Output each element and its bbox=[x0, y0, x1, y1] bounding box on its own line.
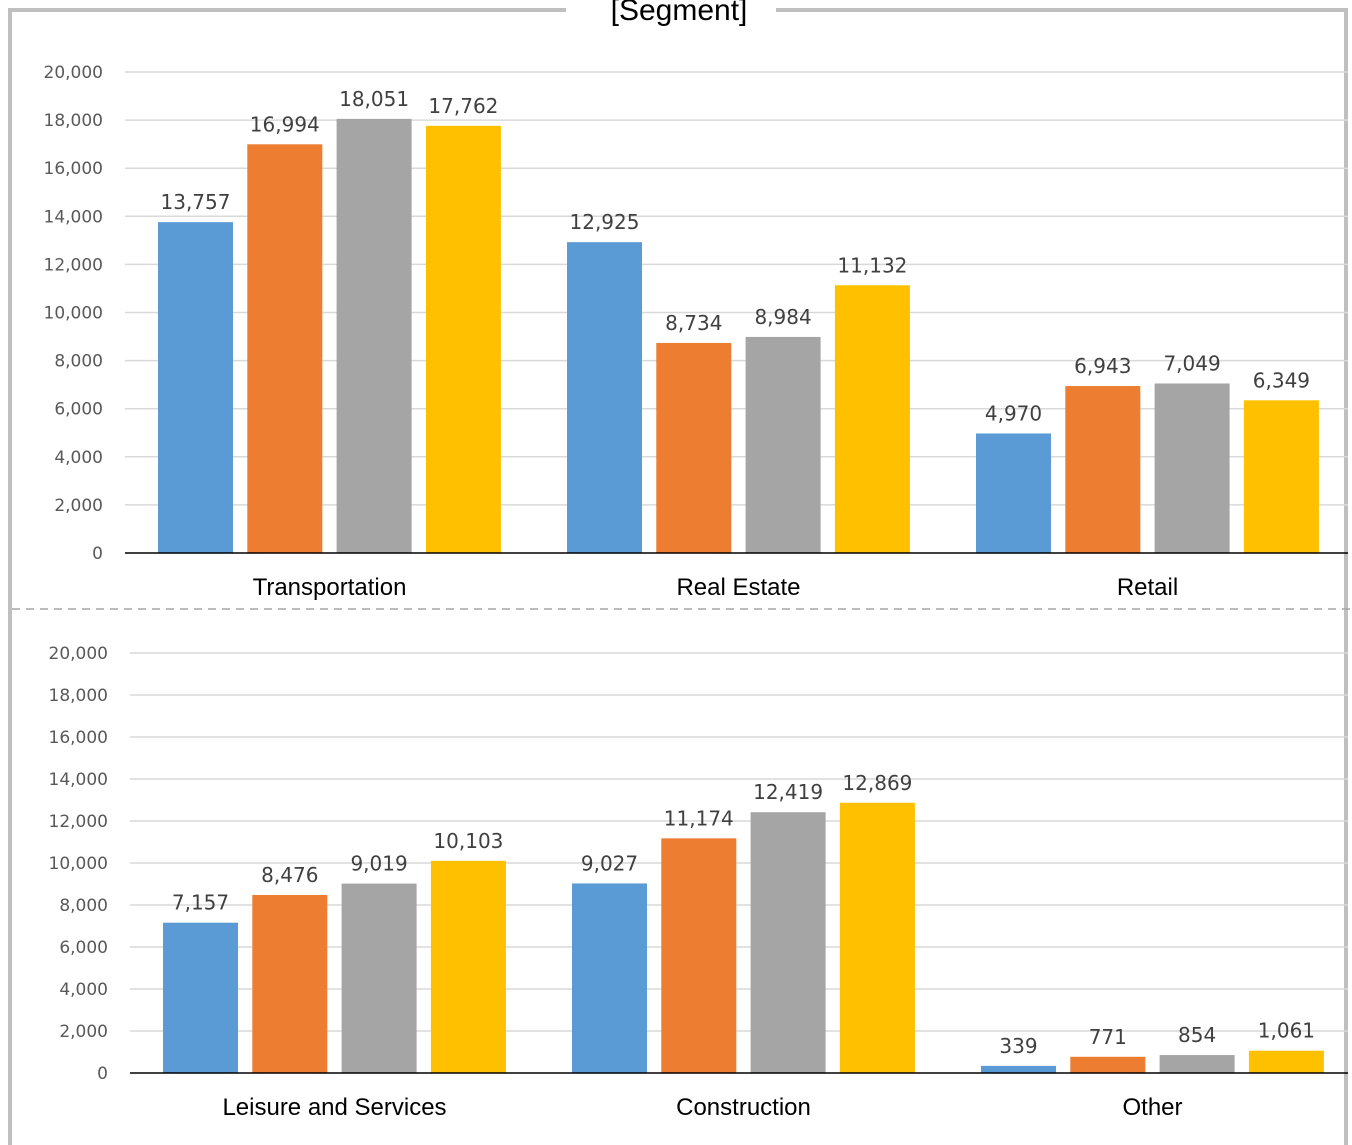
bar-real-estate-1 bbox=[567, 242, 642, 553]
data-label: 9,019 bbox=[350, 852, 407, 876]
y-tick-label: 0 bbox=[97, 1064, 108, 1084]
bar-transportation-2 bbox=[247, 144, 323, 553]
y-tick-label: 4,000 bbox=[59, 980, 108, 1000]
bar-transportation-3 bbox=[336, 118, 412, 554]
y-tick-label: 14,000 bbox=[49, 770, 108, 790]
category-label-real-estate: Real Estate bbox=[676, 574, 800, 601]
bar-leisure-and-services-3 bbox=[341, 883, 417, 1073]
y-tick-label: 14,000 bbox=[44, 207, 103, 227]
category-label-other: Other bbox=[1122, 1094, 1182, 1121]
y-tick-label: 20,000 bbox=[44, 63, 103, 83]
data-label: 12,869 bbox=[842, 771, 912, 795]
bar-real-estate-2 bbox=[656, 342, 732, 553]
chart-panel-1: 0 2,000 4,000 6,000 8,000 10,000 12,000 14,000 1… bbox=[44, 63, 1348, 601]
y-tick-label: 18,000 bbox=[44, 111, 103, 131]
category-label-retail: Retail bbox=[1117, 574, 1178, 601]
y-tick-label: 10,000 bbox=[49, 854, 108, 874]
bar-transportation-4 bbox=[425, 125, 501, 553]
data-label: 11,132 bbox=[837, 253, 907, 277]
data-label: 12,925 bbox=[570, 210, 640, 234]
y-tick-label: 12,000 bbox=[44, 255, 103, 275]
data-label: 12,419 bbox=[753, 780, 823, 804]
bar-leisure-and-services-1 bbox=[163, 922, 238, 1073]
y-tick-label: 8,000 bbox=[54, 352, 103, 372]
bar-other-1 bbox=[981, 1065, 1056, 1073]
data-label: 8,984 bbox=[754, 305, 811, 329]
data-label: 8,734 bbox=[665, 311, 722, 335]
data-label: 771 bbox=[1089, 1025, 1127, 1049]
bar-retail-1 bbox=[976, 433, 1051, 553]
data-label: 9,027 bbox=[581, 851, 638, 875]
data-label: 4,970 bbox=[985, 401, 1042, 425]
bar-retail-4 bbox=[1243, 400, 1319, 553]
y-tick-label: 12,000 bbox=[49, 812, 108, 832]
y-tick-label: 2,000 bbox=[54, 496, 103, 516]
data-label: 18,051 bbox=[339, 87, 409, 111]
bar-real-estate-4 bbox=[834, 285, 910, 553]
chart-panel-2: 0 2,000 4,000 6,000 8,000 10,000 12,000 14,000 1… bbox=[49, 644, 1348, 1121]
bar-other-2 bbox=[1070, 1056, 1146, 1073]
bar-construction-2 bbox=[661, 838, 737, 1073]
chart-title: [Segment] bbox=[611, 0, 748, 27]
data-label: 6,349 bbox=[1253, 368, 1310, 392]
data-label: 7,157 bbox=[172, 891, 229, 915]
y-tick-label: 4,000 bbox=[54, 448, 103, 468]
bar-other-4 bbox=[1248, 1050, 1324, 1073]
y-tick-label: 10,000 bbox=[44, 304, 103, 324]
y-tick-label: 18,000 bbox=[49, 686, 108, 706]
bar-transportation-1 bbox=[158, 222, 233, 553]
data-label: 11,174 bbox=[664, 806, 734, 830]
data-label: 13,757 bbox=[161, 190, 231, 214]
bar-construction-4 bbox=[839, 802, 915, 1073]
bar-leisure-and-services-4 bbox=[430, 860, 506, 1073]
y-tick-label: 6,000 bbox=[54, 400, 103, 420]
bar-other-3 bbox=[1159, 1055, 1235, 1073]
bar-construction-1 bbox=[572, 883, 647, 1073]
y-tick-label: 16,000 bbox=[44, 159, 103, 179]
y-tick-label: 6,000 bbox=[59, 938, 108, 958]
data-label: 1,061 bbox=[1258, 1019, 1315, 1043]
y-tick-label: 0 bbox=[92, 544, 103, 564]
category-label-leisure-and-services: Leisure and Services bbox=[222, 1094, 446, 1121]
category-label-transportation: Transportation bbox=[253, 574, 407, 601]
data-label: 16,994 bbox=[250, 112, 320, 136]
title-background bbox=[566, 0, 776, 28]
y-tick-label: 2,000 bbox=[59, 1022, 108, 1042]
data-label: 10,103 bbox=[433, 829, 503, 853]
data-label: 8,476 bbox=[261, 863, 318, 887]
bar-construction-3 bbox=[750, 812, 826, 1073]
bar-real-estate-3 bbox=[745, 336, 821, 553]
data-label: 854 bbox=[1178, 1023, 1216, 1047]
bar-leisure-and-services-2 bbox=[252, 895, 328, 1073]
data-label: 7,049 bbox=[1163, 351, 1220, 375]
bar-retail-3 bbox=[1154, 383, 1230, 553]
category-label-construction: Construction bbox=[676, 1094, 811, 1121]
y-tick-label: 16,000 bbox=[49, 728, 108, 748]
data-label: 6,943 bbox=[1074, 354, 1131, 378]
data-label: 17,762 bbox=[428, 94, 498, 118]
chart-panels: 0 2,000 4,000 6,000 8,000 10,000 12,000 14,000 1… bbox=[44, 63, 1348, 1121]
y-tick-label: 8,000 bbox=[59, 896, 108, 916]
bar-retail-2 bbox=[1065, 386, 1141, 553]
data-label: 339 bbox=[999, 1034, 1037, 1058]
y-tick-label: 20,000 bbox=[49, 644, 108, 664]
